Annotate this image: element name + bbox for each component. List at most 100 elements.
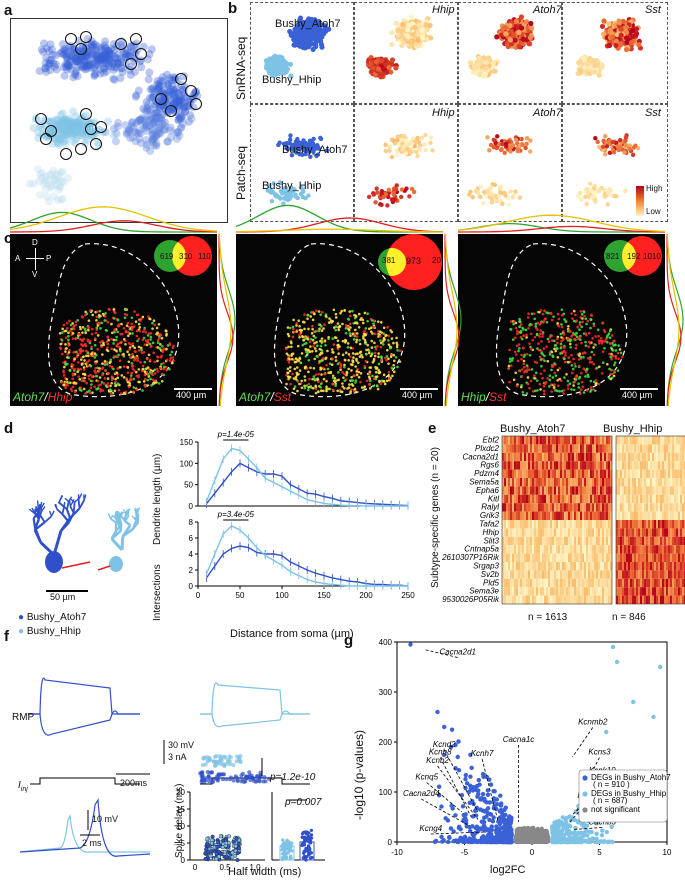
b-cell (382, 195, 386, 199)
umap-cell (113, 64, 121, 72)
b-cell (499, 147, 503, 151)
b-label-hhip-patch: Bushy_Hhip (262, 180, 321, 192)
d-ytick-label: 150 (180, 438, 194, 447)
umap-cell (69, 131, 77, 139)
b-cell (395, 28, 400, 33)
b-cell (603, 134, 607, 138)
b-cell (404, 138, 408, 142)
b-cell (514, 19, 519, 24)
d-dendrite (52, 511, 54, 516)
b-cell (292, 43, 297, 48)
b-cell (374, 59, 379, 64)
b-label-atoh7-patch: Bushy_Atoh7 (282, 144, 347, 156)
d-axon-atoh7 (62, 562, 90, 568)
b-cell (588, 181, 592, 185)
b-cell (372, 192, 376, 196)
b-cell (513, 189, 517, 193)
umap-cell (52, 51, 60, 59)
c-scale-3: 400 µm (622, 390, 652, 400)
b-cell (578, 191, 582, 195)
umap-cell (90, 72, 98, 80)
b-cell (528, 21, 533, 26)
umap-cell (72, 57, 80, 65)
b-cell (471, 195, 475, 199)
d-dendrite (62, 507, 64, 514)
b-cell (607, 43, 612, 48)
b-cell (492, 145, 496, 149)
c-caption-2-g1: Atoh7 (239, 390, 270, 404)
b-cell (592, 69, 597, 74)
b-cell (486, 56, 491, 61)
b-cell (484, 65, 489, 70)
b-gene-hhip: Hhip (432, 4, 455, 16)
b-cell (528, 138, 532, 142)
b-cell (485, 135, 489, 139)
b-sst-snrna (562, 2, 668, 104)
b-cell (613, 43, 618, 48)
c-scale-2: 400 µm (402, 390, 432, 400)
umap-cell (187, 115, 195, 123)
b-cell (528, 149, 532, 153)
b-cell (267, 59, 272, 64)
b-cell (508, 149, 512, 153)
b-cell (612, 150, 616, 154)
d-scale-label: 50 µm (50, 592, 75, 602)
b-cell (507, 23, 512, 28)
b-cell (498, 190, 502, 194)
b-cell (607, 187, 611, 191)
b-cell (618, 41, 623, 46)
b-cell (415, 154, 419, 158)
umap-cell (114, 123, 122, 131)
b-hhip-snrna-scatter (355, 3, 459, 105)
c-caption-2-g2: Sst (274, 390, 291, 404)
b-cell (617, 148, 621, 152)
d-dendrite (111, 519, 116, 523)
umap-cell (60, 178, 68, 186)
b-cell (367, 195, 371, 199)
d-dendrite (67, 509, 70, 518)
b-cell (503, 151, 507, 155)
b-cell (395, 153, 399, 157)
b-cell (513, 38, 518, 43)
d-dendrite (121, 512, 122, 516)
b-cell (268, 68, 273, 73)
b-atoh7-snrna (458, 2, 562, 104)
d-soma-atoh7 (45, 551, 63, 573)
b-cell (311, 137, 315, 141)
d-dendrite (56, 504, 58, 509)
b-cell (391, 192, 395, 196)
umap-cell (46, 172, 54, 180)
umap-cell (137, 139, 145, 147)
b-cell (630, 34, 635, 39)
b-cell (629, 40, 634, 45)
b-cell (594, 58, 599, 63)
b-cell (624, 25, 629, 30)
b-cell (368, 62, 373, 67)
b-cell (392, 139, 396, 143)
b-cell (288, 133, 292, 137)
b-cell (394, 187, 398, 191)
b-cell (423, 148, 427, 152)
umap-cell (116, 74, 124, 82)
c-venn-2-right: 20 (432, 256, 441, 265)
umap-cell (40, 180, 48, 188)
b-cell (623, 143, 627, 147)
b-cell (319, 42, 324, 47)
b-cell (613, 194, 617, 198)
umap-cell (52, 181, 60, 189)
b-cell (389, 42, 394, 47)
umap-cell (94, 138, 102, 146)
umap-cell (69, 119, 77, 127)
umap-cell (151, 100, 159, 108)
panel-label-a: a (4, 2, 12, 19)
d-dendrite (79, 500, 80, 509)
c-side-density-curves (0, 234, 685, 409)
b-gene-sst: Sst (645, 4, 661, 16)
b-cell (283, 62, 288, 67)
b-cell (508, 37, 513, 42)
b-cell (503, 31, 508, 36)
b-cell (410, 187, 414, 191)
b-cell (514, 138, 518, 142)
c-caption-3-g1: Hhip (461, 390, 486, 404)
b-cell (517, 44, 522, 49)
